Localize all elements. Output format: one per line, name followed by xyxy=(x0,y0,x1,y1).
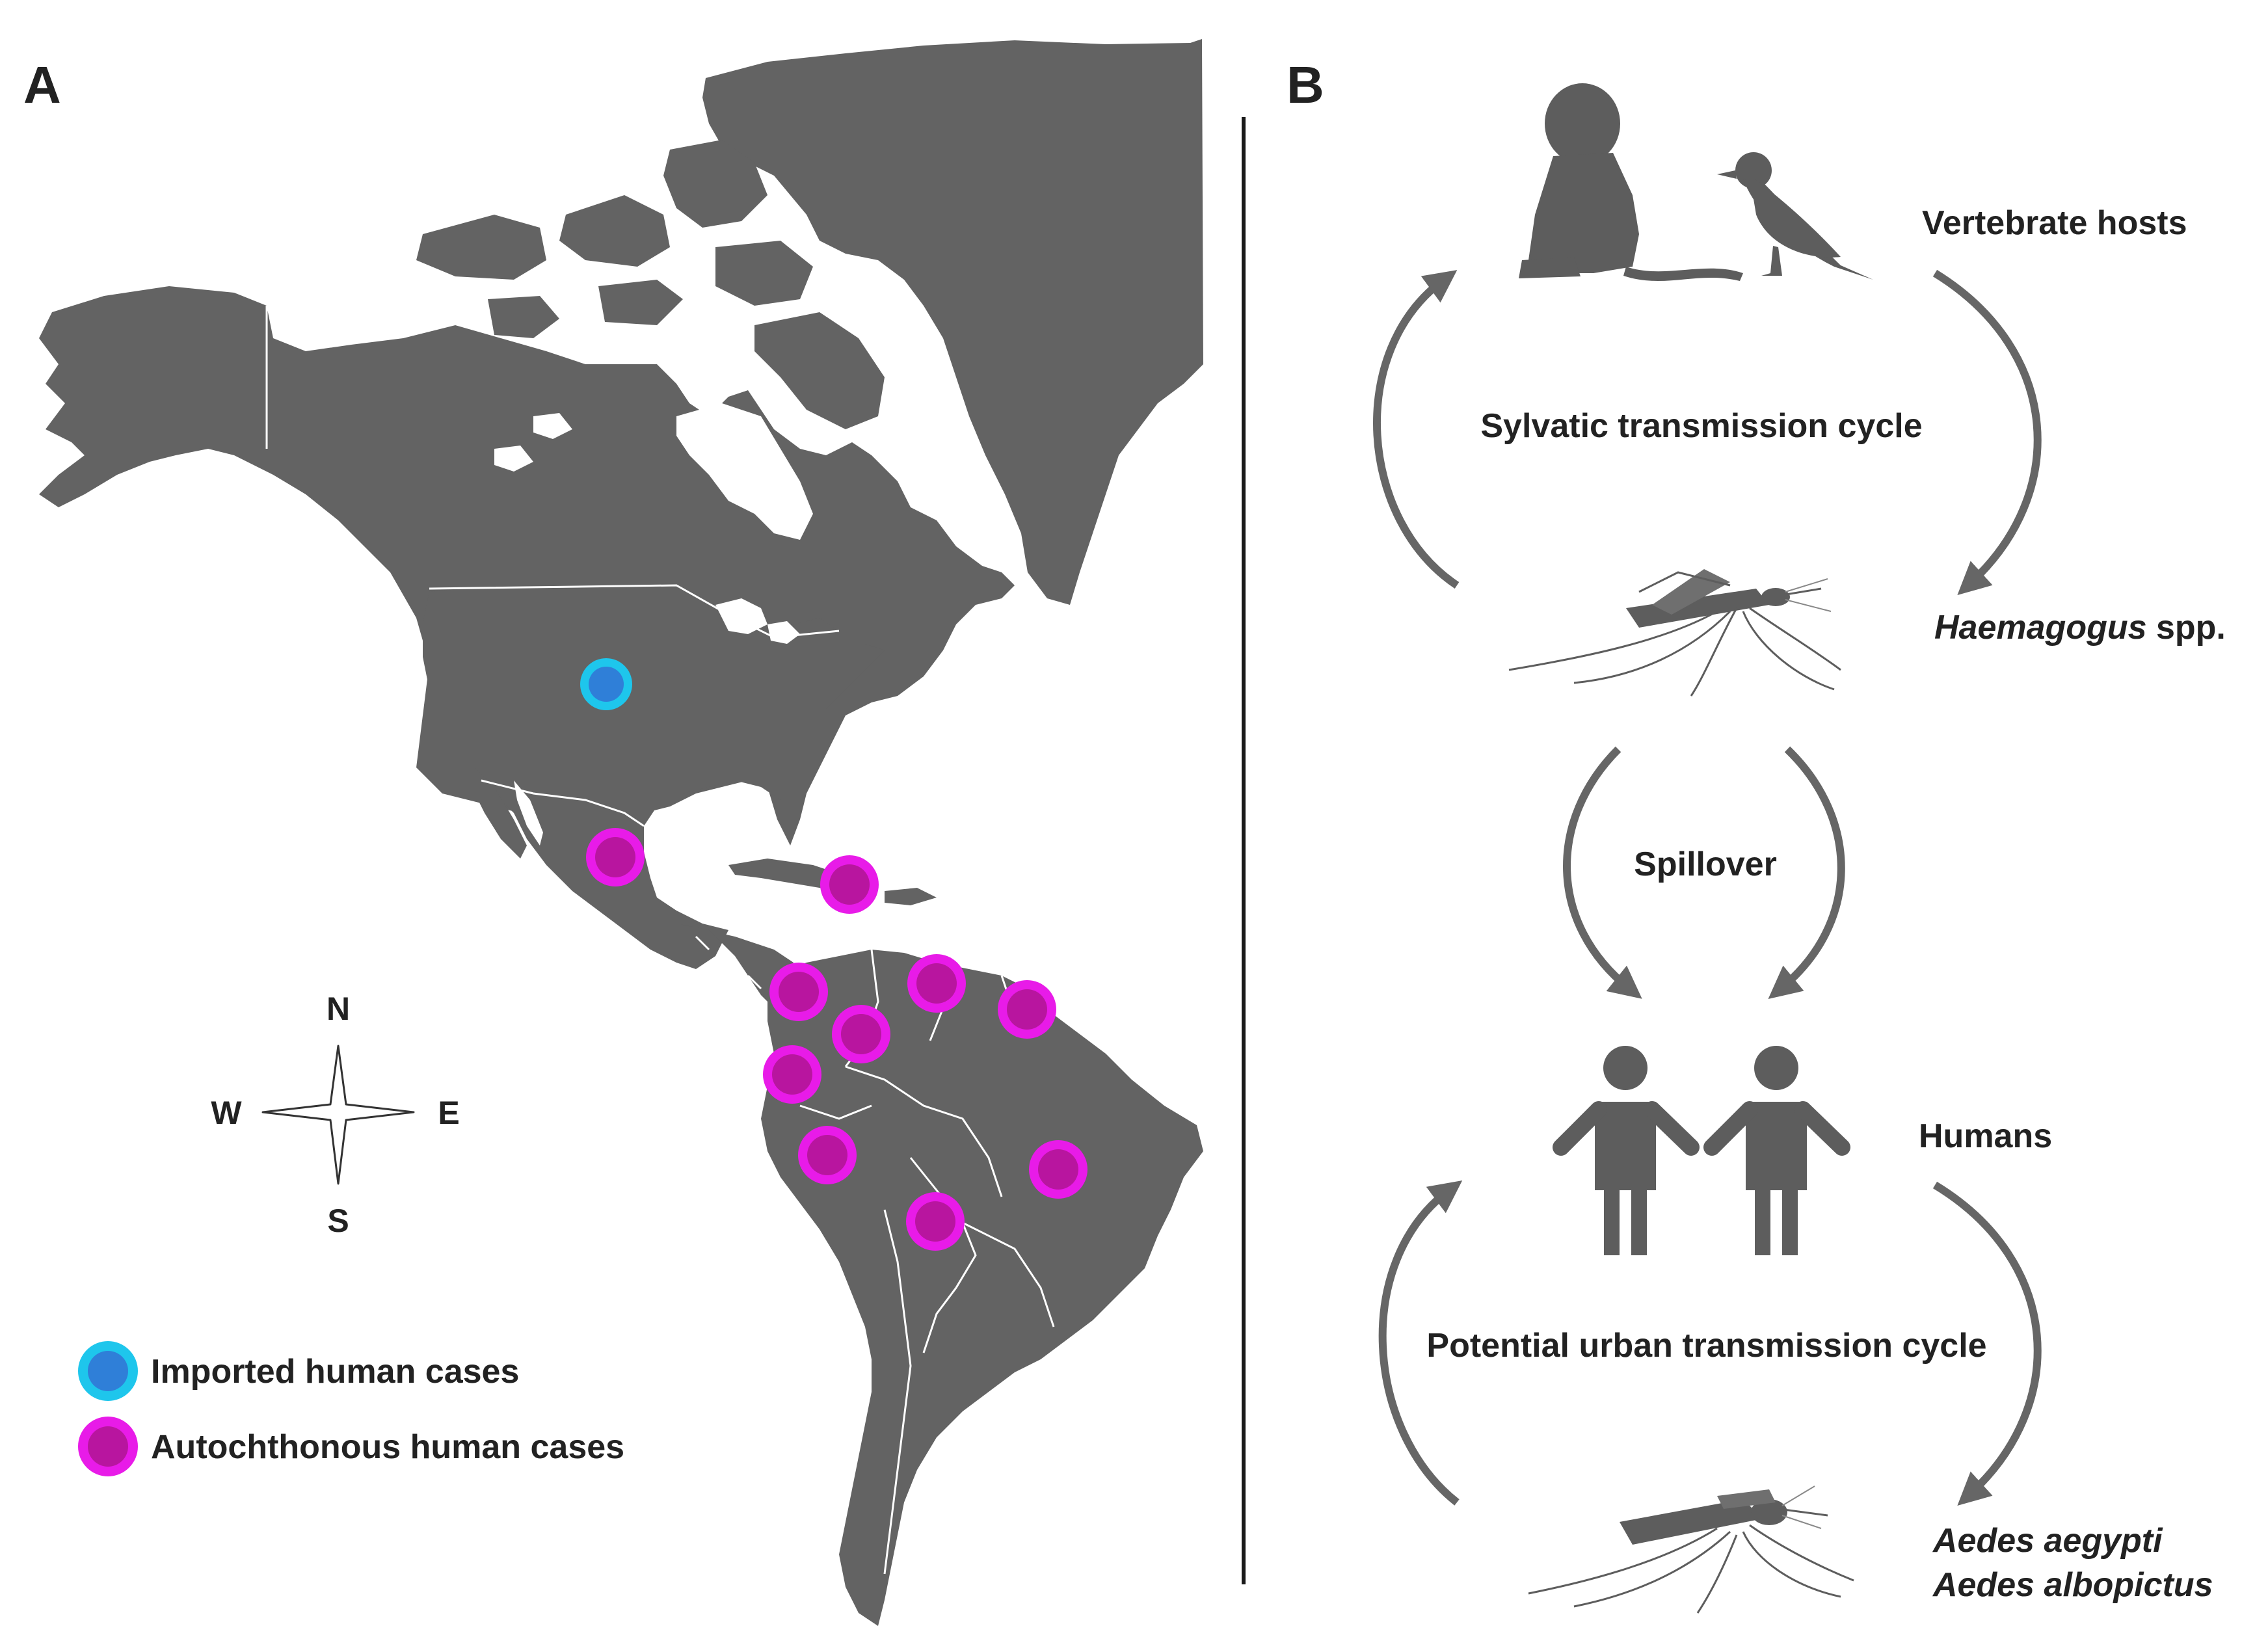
americas-map xyxy=(39,39,1203,1626)
arrow-human-to-mosquito xyxy=(1932,1181,2042,1506)
arctic-island xyxy=(559,195,670,267)
border-usa-canada xyxy=(429,584,840,639)
mosquito-icon xyxy=(1508,569,1841,697)
arctic-island xyxy=(663,140,767,228)
arctic-island xyxy=(715,241,813,306)
label-aedes-aegypti: Aedes aegypti xyxy=(1932,1522,2163,1560)
haemagogus-spp: spp. xyxy=(2147,609,2226,646)
compass-s: S xyxy=(327,1203,349,1239)
arctic-island xyxy=(488,296,559,338)
label-sylvatic-cycle: Sylvatic transmission cycle xyxy=(1480,407,1922,445)
south-america-landmass xyxy=(761,950,1203,1626)
usa-mexico-landmass xyxy=(423,585,885,969)
legend-autochthonous-swatch xyxy=(78,1417,138,1476)
legend-autochthonous-label: Autochthonous human cases xyxy=(151,1428,624,1466)
panel-a-label: A xyxy=(23,56,61,114)
label-spillover: Spillover xyxy=(1634,846,1777,883)
arctic-island xyxy=(754,312,885,429)
central-america-landmass xyxy=(676,924,794,1008)
compass-n: N xyxy=(327,991,350,1027)
arrow-spillover-left xyxy=(1563,746,1642,999)
great-lakes xyxy=(715,598,767,634)
baja-california xyxy=(472,767,527,859)
human-icon xyxy=(1703,1046,1850,1255)
arrow-mosquito-to-host xyxy=(1373,270,1460,589)
label-haemagogus: Haemagogus spp. xyxy=(1934,609,2226,646)
label-urban-cycle: Potential urban transmission cycle xyxy=(1426,1327,1986,1365)
label-humans: Humans xyxy=(1919,1117,2052,1155)
greenland-landmass xyxy=(702,39,1203,605)
human-icon xyxy=(1553,1046,1700,1255)
hudson-bay xyxy=(676,403,813,540)
gulf-of-california xyxy=(514,780,543,846)
hispaniola-island xyxy=(885,888,937,905)
compass-e: E xyxy=(438,1095,459,1131)
case-markers xyxy=(580,658,1087,1251)
haemagogus-genus: Haemagogus xyxy=(1934,609,2147,646)
canadian-lake xyxy=(494,446,533,472)
compass-rose-icon: N S E W xyxy=(211,991,459,1239)
mosquito-icon xyxy=(1528,1485,1854,1614)
arctic-island xyxy=(416,215,546,280)
label-vertebrate-hosts: Vertebrate hosts xyxy=(1922,204,2187,242)
arrow-mosquito-to-human xyxy=(1378,1180,1463,1506)
monkey-icon xyxy=(1519,83,1743,281)
label-aedes-albopictus: Aedes albopictus xyxy=(1932,1566,2213,1604)
cycle-arrows xyxy=(1373,269,2042,1506)
border-central-america xyxy=(695,935,762,990)
arrow-host-to-mosquito xyxy=(1932,269,2042,595)
compass-w: W xyxy=(211,1095,242,1131)
canadian-lake xyxy=(533,413,572,439)
legend-imported-swatch xyxy=(78,1341,138,1401)
arrow-spillover-right xyxy=(1768,746,1845,999)
inland-water xyxy=(494,403,813,846)
imported-case-marker xyxy=(580,658,632,710)
border-usa-mexico xyxy=(481,779,645,827)
arctic-island xyxy=(598,280,683,325)
panel-b-label: B xyxy=(1287,56,1324,114)
legend-imported-label: Imported human cases xyxy=(151,1353,519,1391)
map-legend: Imported human cases Autochthonous human… xyxy=(78,1341,624,1476)
bird-icon xyxy=(1717,152,1873,280)
